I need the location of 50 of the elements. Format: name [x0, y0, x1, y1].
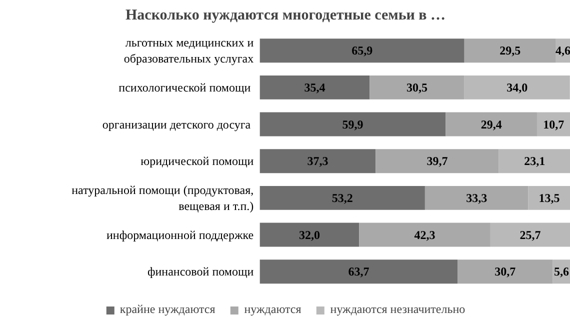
data-label: 5,6	[554, 264, 569, 279]
y-tick-label: психологической помощи	[118, 80, 252, 94]
y-tick-label: информационной поддержке	[106, 228, 254, 242]
bar	[260, 222, 360, 247]
data-label: 33,3	[466, 190, 488, 205]
bar	[370, 75, 464, 100]
bar	[260, 260, 458, 284]
bar	[260, 186, 425, 210]
bar	[446, 112, 537, 136]
data-label: 37,3	[307, 154, 328, 168]
bar	[359, 222, 490, 247]
y-tick-label: юридической помощи	[140, 154, 254, 168]
data-label: 29,5	[500, 44, 521, 58]
bar	[260, 112, 446, 136]
bar	[458, 260, 553, 284]
data-label: 35,4	[304, 80, 326, 94]
bar	[464, 75, 570, 100]
bar	[464, 38, 556, 63]
data-label: 4,6	[556, 44, 570, 58]
data-label: 65,9	[352, 44, 373, 58]
data-label: 25,7	[520, 228, 541, 242]
data-label: 32,0	[299, 228, 320, 242]
legend-label: нуждаются	[244, 302, 302, 317]
data-label: 13,5	[538, 190, 560, 205]
data-label: 34,0	[506, 80, 528, 94]
data-label: 30,5	[406, 80, 428, 94]
data-label: 29,4	[480, 117, 502, 132]
bar	[424, 186, 528, 210]
data-label: 42,3	[414, 228, 436, 242]
bar	[260, 149, 376, 174]
data-label: 53,2	[332, 190, 353, 205]
y-tick-label: натуральной помощи (продуктовая, вещевая и т.п.)	[72, 182, 254, 213]
y-tick-label: организации детского досуга	[102, 117, 252, 132]
data-label: 59,9	[342, 117, 364, 132]
bar	[490, 222, 570, 247]
legend-label: крайне нуждаются	[120, 302, 216, 317]
data-label: 10,7	[543, 117, 564, 132]
chart-title: Насколько нуждаются многодетные семьи в …	[126, 8, 446, 24]
y-tick-label: льготных медицинских и образовательных услугах	[124, 36, 254, 66]
bar	[528, 186, 570, 210]
data-label: 30,7	[494, 264, 516, 279]
y-tick-label: финансовой помощи	[147, 264, 254, 279]
data-label: 63,7	[348, 264, 370, 279]
data-label: 23,1	[524, 154, 546, 168]
legend-label: нуждаются незначительно	[330, 302, 466, 317]
data-label: 39,7	[426, 154, 448, 168]
bar	[260, 38, 464, 63]
bar	[376, 149, 499, 174]
bar	[498, 149, 570, 174]
bar	[260, 75, 370, 100]
